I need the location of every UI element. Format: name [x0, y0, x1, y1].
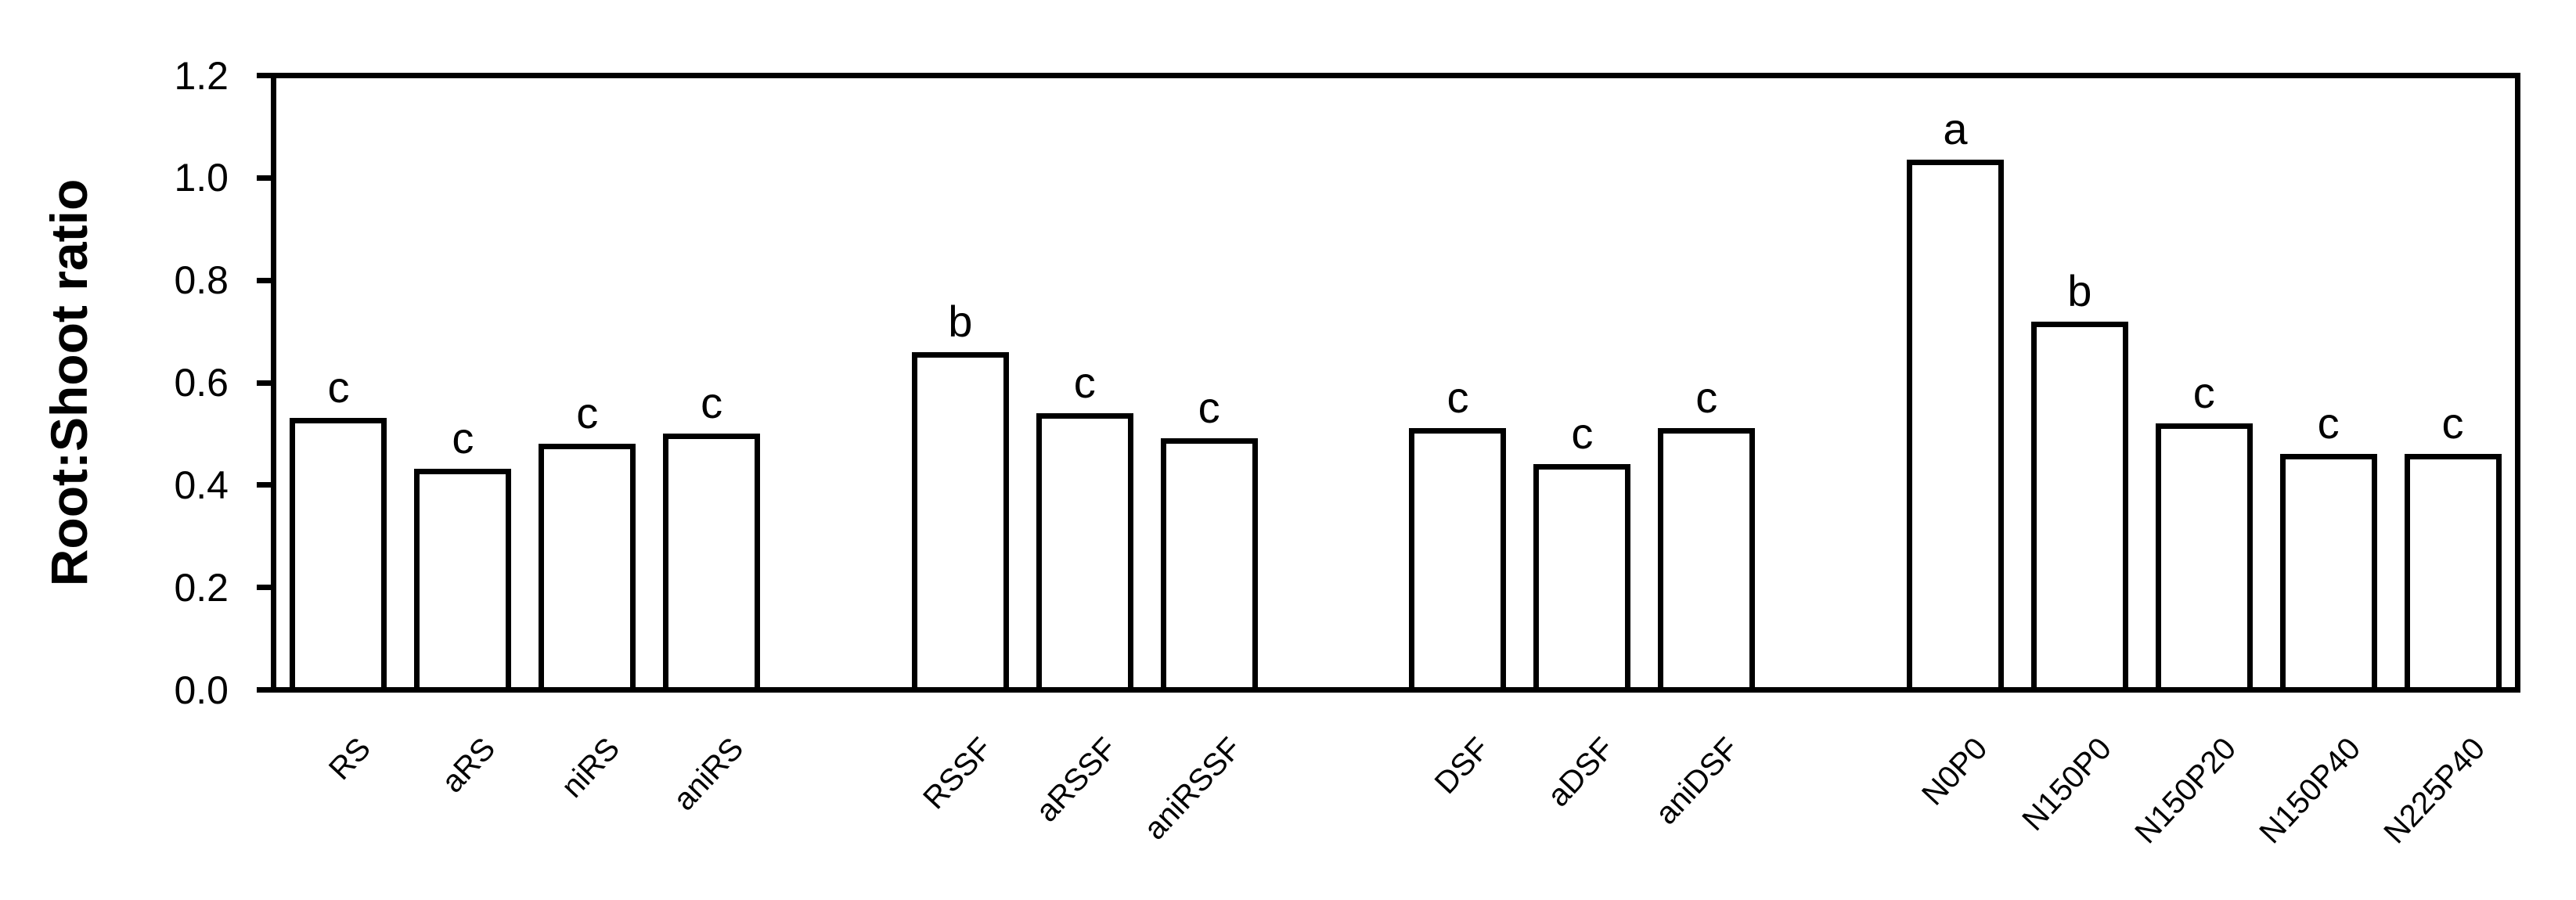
significance-letter: b: [2067, 266, 2092, 316]
y-axis-tick-mark: [257, 687, 271, 693]
bar-N225P40: c: [2404, 401, 2502, 687]
significance-letter: c: [1695, 373, 1718, 423]
x-category-label-N150P20: N150P20: [2128, 731, 2243, 851]
y-tick-label: 0.2: [174, 565, 229, 610]
bar-aniRS: c: [663, 380, 761, 687]
bar-N150P20: c: [2155, 370, 2253, 687]
significance-letter: c: [2441, 398, 2464, 448]
x-category-label-N150P0: N150P0: [2016, 731, 2119, 838]
significance-letter: c: [1073, 357, 1096, 407]
y-tick-label: 1.0: [174, 156, 229, 200]
y-axis-title: Root:Shoot ratio: [40, 178, 98, 587]
x-category-label-aDSF: aDSF: [1540, 731, 1621, 814]
x-category-label-aRSSF: aRSSF: [1029, 731, 1124, 829]
y-tick-label: 0.8: [174, 258, 229, 303]
x-category-label-aniRS: aniRS: [667, 731, 751, 818]
bar-aDSF: c: [1533, 411, 1631, 687]
significance-letter: c: [576, 387, 599, 437]
bar-RSSF: b: [911, 300, 1009, 687]
bar-DSF: c: [1409, 376, 1507, 687]
bar-RS: c: [290, 365, 387, 687]
bar-niRS: c: [539, 391, 636, 687]
x-category-label-aRS: aRS: [434, 731, 502, 800]
bar-aRSSF: c: [1036, 360, 1133, 687]
x-category-label-RS: RS: [322, 731, 377, 787]
bar-aRS: c: [414, 416, 512, 687]
y-axis-tick-mark: [257, 585, 271, 591]
significance-letter: a: [1943, 103, 1968, 153]
x-category-label-N150P40: N150P40: [2253, 731, 2368, 851]
bar-N150P40: c: [2279, 401, 2377, 687]
x-category-label-aniDSF: aniDSF: [1648, 731, 1746, 831]
significance-letter: c: [2317, 398, 2340, 448]
significance-letter: c: [1447, 373, 1469, 423]
bar-aniRSSF: c: [1160, 386, 1258, 687]
y-axis-tick-mark: [257, 482, 271, 488]
bar-N0P0: a: [1907, 106, 2004, 687]
significance-letter: b: [948, 297, 973, 347]
y-axis-tick-mark: [257, 277, 271, 283]
significance-letter: c: [1571, 408, 1594, 458]
x-category-label-N225P40: N225P40: [2377, 731, 2492, 851]
x-category-label-niRS: niRS: [554, 731, 626, 805]
y-tick-label: 1.2: [174, 53, 229, 98]
y-tick-label: 0.6: [174, 361, 229, 405]
y-axis-tick-mark: [257, 175, 271, 181]
significance-letter: c: [701, 377, 723, 427]
bar-N150P0: b: [2030, 269, 2128, 687]
x-category-label-aniRSSF: aniRSSF: [1137, 731, 1248, 847]
y-tick-label: 0.4: [174, 463, 229, 507]
x-category-label-N0P0: N0P0: [1915, 731, 1994, 812]
x-category-label-RSSF: RSSF: [917, 731, 1000, 816]
y-axis-tick-mark: [257, 380, 271, 386]
bar-aniDSF: c: [1658, 376, 1756, 687]
significance-letter: c: [452, 413, 474, 463]
significance-letter: c: [327, 362, 350, 412]
y-tick-label: 0.0: [174, 668, 229, 712]
significance-letter: c: [1198, 383, 1220, 433]
x-category-label-DSF: DSF: [1429, 731, 1497, 801]
y-axis-tick-mark: [257, 73, 271, 78]
significance-letter: c: [2192, 367, 2215, 417]
